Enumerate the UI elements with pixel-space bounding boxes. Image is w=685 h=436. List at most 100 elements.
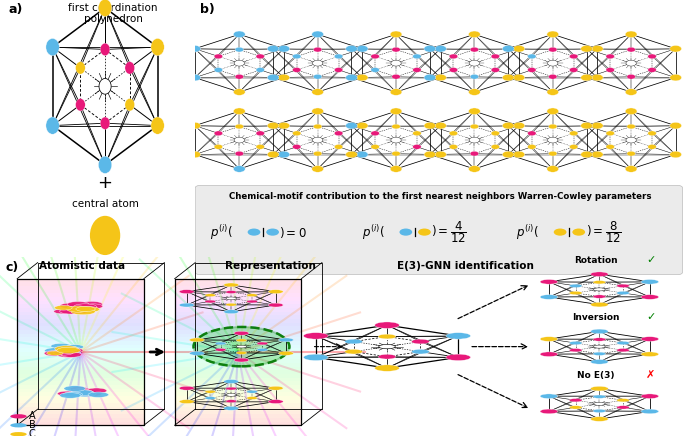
Circle shape — [390, 108, 402, 115]
Polygon shape — [17, 414, 144, 418]
Circle shape — [413, 54, 421, 59]
Circle shape — [593, 352, 606, 355]
Circle shape — [247, 397, 258, 399]
Circle shape — [670, 151, 682, 158]
Circle shape — [390, 89, 402, 95]
Text: ✓: ✓ — [646, 313, 656, 323]
Polygon shape — [175, 308, 301, 312]
Circle shape — [616, 284, 630, 287]
Circle shape — [247, 390, 258, 393]
Circle shape — [626, 137, 636, 143]
Polygon shape — [175, 378, 301, 382]
Circle shape — [606, 54, 614, 59]
Circle shape — [590, 417, 608, 421]
Polygon shape — [175, 293, 301, 297]
Circle shape — [627, 151, 636, 156]
Circle shape — [593, 402, 606, 405]
Circle shape — [491, 144, 499, 149]
Circle shape — [58, 347, 77, 352]
Circle shape — [151, 38, 164, 56]
Circle shape — [61, 350, 81, 355]
Circle shape — [267, 151, 279, 158]
Circle shape — [226, 303, 236, 306]
Circle shape — [334, 144, 342, 149]
Circle shape — [190, 338, 205, 342]
Polygon shape — [17, 286, 144, 290]
Polygon shape — [175, 414, 301, 418]
Circle shape — [590, 302, 608, 307]
Polygon shape — [175, 312, 301, 315]
Circle shape — [470, 47, 479, 52]
Polygon shape — [175, 344, 301, 348]
Circle shape — [540, 279, 558, 284]
Polygon shape — [175, 315, 301, 319]
Polygon shape — [17, 337, 144, 341]
Circle shape — [268, 386, 283, 390]
Circle shape — [641, 295, 659, 300]
Circle shape — [53, 350, 73, 355]
Circle shape — [569, 284, 582, 287]
Circle shape — [399, 228, 412, 236]
Circle shape — [616, 348, 630, 352]
Circle shape — [392, 124, 400, 129]
Circle shape — [469, 60, 479, 66]
Polygon shape — [17, 407, 144, 411]
Circle shape — [151, 117, 164, 134]
Polygon shape — [175, 304, 301, 308]
Polygon shape — [175, 370, 301, 374]
Circle shape — [670, 123, 682, 129]
Circle shape — [375, 322, 399, 328]
Circle shape — [581, 45, 593, 52]
Polygon shape — [17, 392, 144, 396]
Circle shape — [641, 337, 659, 341]
Circle shape — [215, 342, 226, 345]
Circle shape — [71, 308, 95, 315]
Polygon shape — [175, 374, 301, 378]
Polygon shape — [175, 341, 301, 344]
Circle shape — [189, 151, 201, 158]
Circle shape — [469, 31, 480, 37]
Circle shape — [99, 156, 112, 174]
Circle shape — [549, 151, 557, 156]
Polygon shape — [17, 370, 144, 374]
Text: E(3)-GNN identification: E(3)-GNN identification — [397, 261, 534, 271]
Text: Rotation: Rotation — [574, 256, 618, 265]
Circle shape — [593, 345, 606, 348]
Circle shape — [61, 352, 82, 358]
Circle shape — [226, 400, 236, 402]
Circle shape — [73, 388, 90, 392]
Circle shape — [235, 47, 244, 52]
Polygon shape — [175, 411, 301, 414]
Circle shape — [547, 137, 558, 143]
Circle shape — [648, 131, 656, 136]
Polygon shape — [17, 403, 144, 407]
Circle shape — [125, 61, 134, 74]
Circle shape — [641, 279, 659, 284]
Circle shape — [234, 60, 245, 66]
Polygon shape — [17, 330, 144, 334]
Circle shape — [648, 54, 656, 59]
Polygon shape — [17, 422, 144, 425]
Text: +: + — [97, 174, 112, 192]
Text: $) = 0$: $) = 0$ — [279, 225, 307, 240]
Circle shape — [606, 144, 614, 149]
Polygon shape — [175, 337, 301, 341]
Text: Representation: Representation — [225, 261, 316, 271]
Circle shape — [549, 75, 557, 79]
Circle shape — [590, 272, 608, 276]
Circle shape — [235, 75, 244, 79]
Circle shape — [67, 302, 89, 307]
Circle shape — [84, 304, 103, 309]
Circle shape — [390, 31, 402, 37]
Circle shape — [547, 31, 559, 37]
Circle shape — [223, 310, 239, 314]
Circle shape — [234, 137, 245, 143]
Circle shape — [45, 348, 66, 354]
Polygon shape — [17, 378, 144, 382]
Circle shape — [257, 348, 268, 351]
Circle shape — [247, 294, 258, 296]
Polygon shape — [175, 297, 301, 301]
Circle shape — [449, 144, 458, 149]
Circle shape — [268, 290, 283, 293]
Circle shape — [540, 352, 558, 357]
